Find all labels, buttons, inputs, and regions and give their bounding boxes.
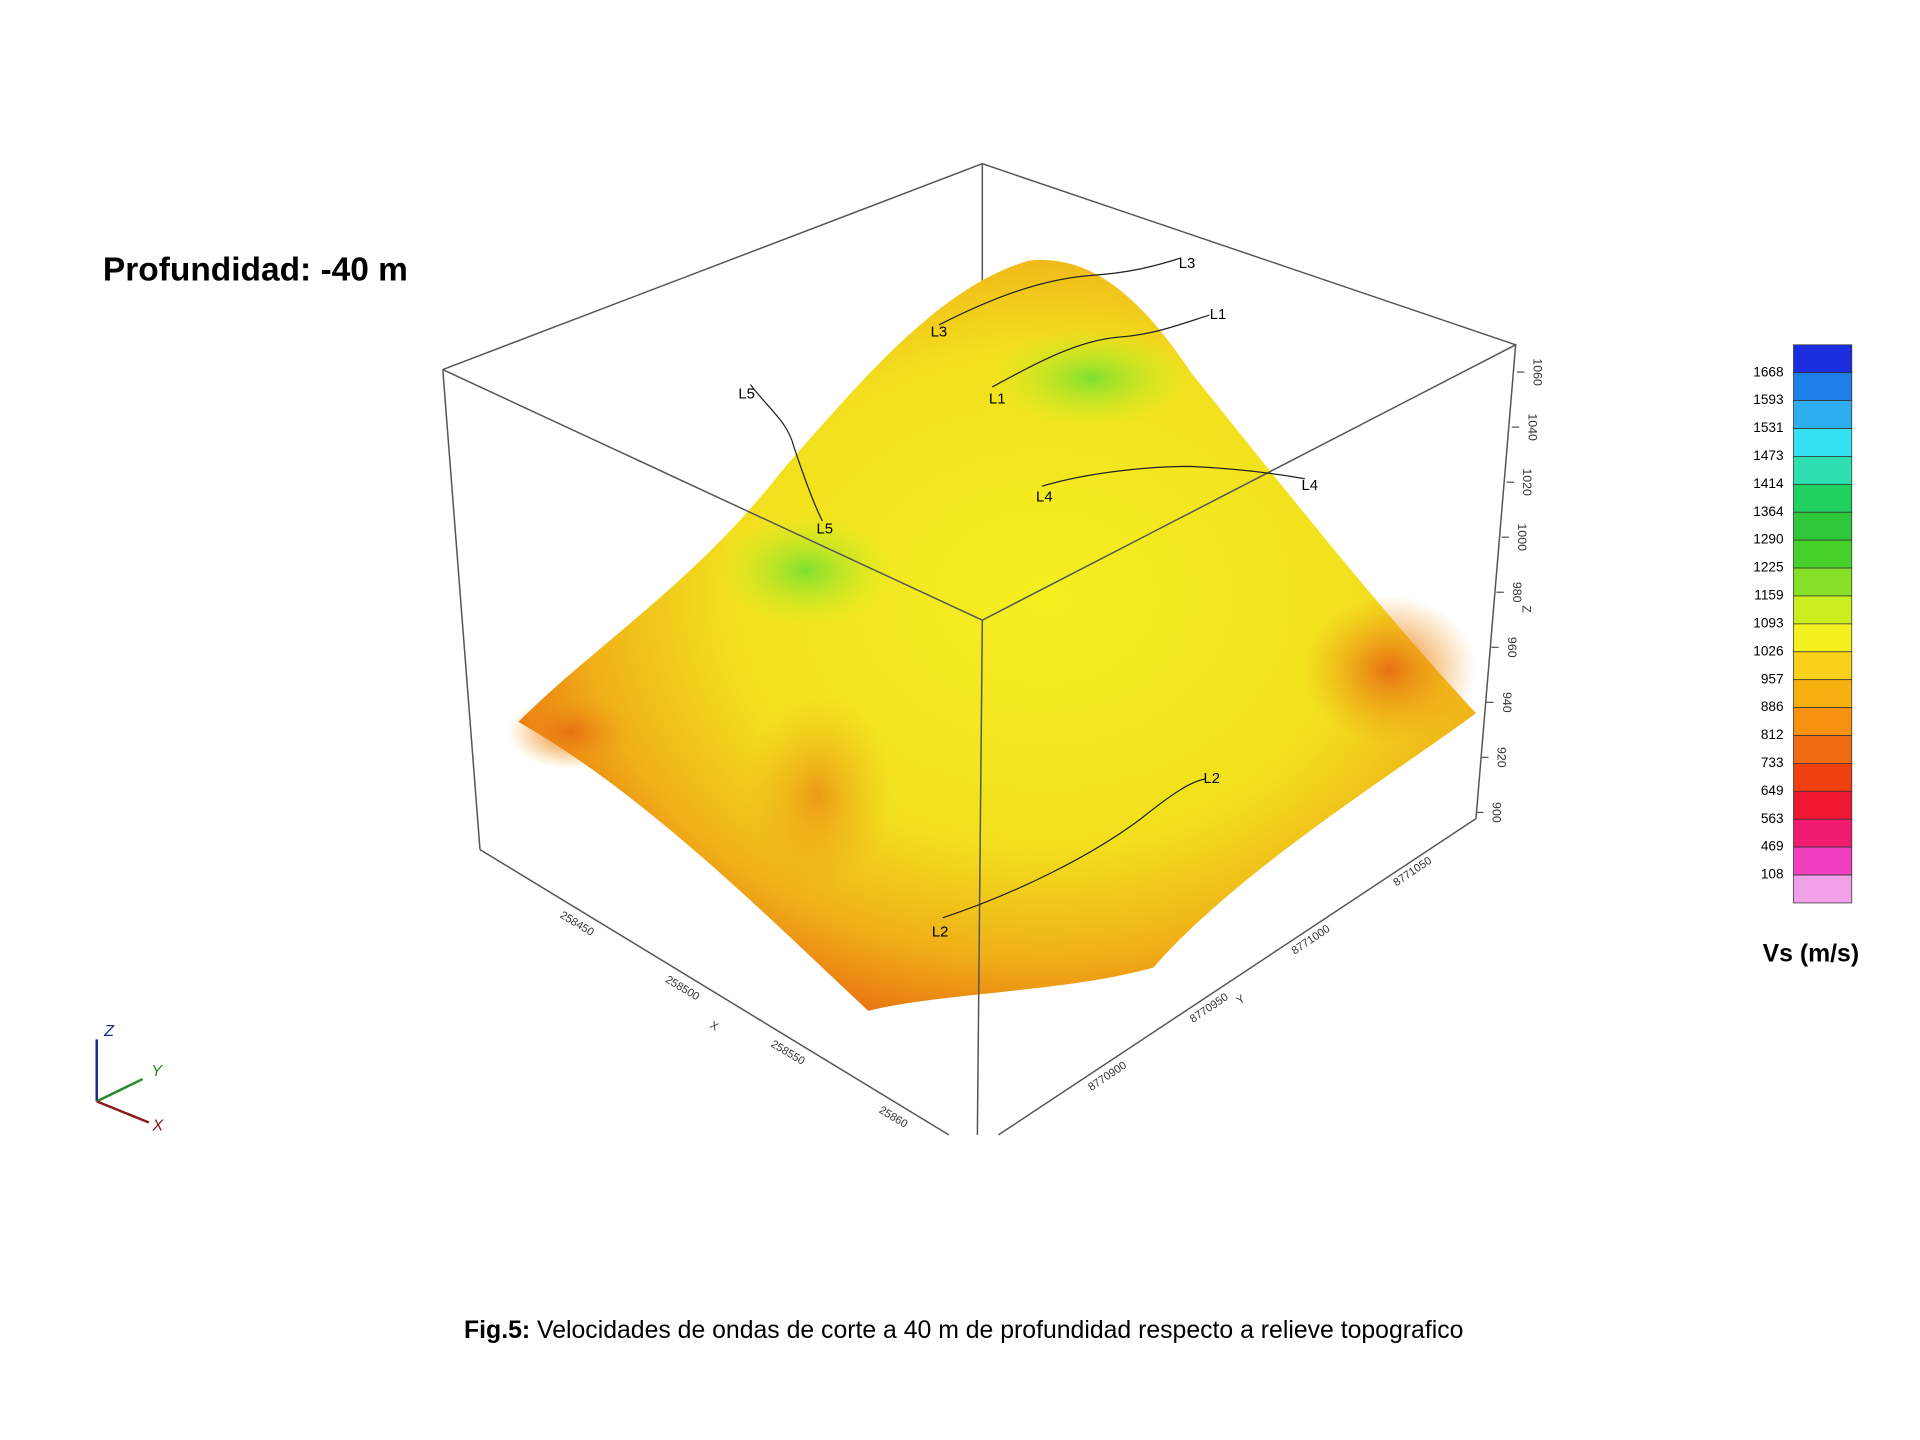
colorbar-band <box>1793 567 1853 597</box>
colorbar-tick-label: 1026 <box>1753 643 1783 658</box>
colorbar-tick-label: 1159 <box>1754 588 1783 603</box>
profile-lines <box>749 257 1305 919</box>
profile-label: L5 <box>817 522 834 538</box>
colorbar-tick-label: 957 <box>1761 671 1784 686</box>
z-axis-label: Z <box>1519 605 1533 613</box>
colorbar-tick-label: 469 <box>1761 839 1784 854</box>
profile-label: L5 <box>738 386 755 402</box>
colorbar-band <box>1793 539 1853 569</box>
colorbar-band <box>1793 790 1853 820</box>
triad-label: X <box>152 1116 165 1134</box>
colorbar-tick-label: 1414 <box>1753 476 1784 491</box>
z-tick-label: 1040 <box>1525 413 1539 441</box>
x-tick-label: 258550 <box>769 1038 807 1067</box>
profile-label: L3 <box>931 324 948 340</box>
box-front <box>442 343 1517 1136</box>
colorbar-tick-label: 108 <box>1761 867 1784 882</box>
colorbar-band <box>1793 735 1853 764</box>
z-axis: 900 920 940 960 980 1000 1020 1040 1060 Z <box>1475 358 1544 823</box>
colorbar-tick-label: 563 <box>1761 811 1784 826</box>
colorbar-band <box>1793 483 1853 513</box>
z-tick-label: 960 <box>1505 637 1519 658</box>
y-tick-label: 8770900 <box>1086 1059 1129 1093</box>
colorbar-label: Vs (m/s) <box>1763 941 1859 968</box>
colorbar-band <box>1793 400 1853 429</box>
colorbar-tick-label: 1225 <box>1753 560 1783 575</box>
profile-label: L1 <box>1210 307 1227 323</box>
profile-label: L1 <box>989 391 1006 407</box>
z-tick-label: 900 <box>1490 802 1504 823</box>
colorbar-band <box>1793 679 1853 708</box>
colorbar-tick-label: 649 <box>1761 783 1784 798</box>
colorbar-band <box>1793 511 1853 541</box>
colorbar-tick-label: 733 <box>1761 755 1784 770</box>
colorbar: 1668 1593 1531 1473 1414 1364 1290 1225 1159 1093… <box>1753 344 1853 904</box>
surface-patch <box>744 694 894 894</box>
x-tick-label: 258500 <box>663 974 701 1003</box>
z-tick-label: 920 <box>1495 747 1509 768</box>
colorbar-band <box>1793 763 1853 792</box>
colorbar-band <box>1793 818 1853 848</box>
colorbar-tick-label: 1290 <box>1753 532 1784 547</box>
x-axis-label: X <box>708 1019 721 1033</box>
surface-patch <box>1302 595 1476 745</box>
colorbar-band <box>1793 707 1853 736</box>
title: Profundidad: -40 m <box>103 251 408 288</box>
triad-label: Z <box>103 1022 115 1040</box>
profile-label: L3 <box>1179 256 1196 272</box>
colorbar-band <box>1793 846 1853 876</box>
colorbar-band <box>1793 456 1853 485</box>
caption: Fig.5: Velocidades de ondas de corte a 4… <box>464 1316 1463 1343</box>
z-tick-label: 1020 <box>1520 468 1534 496</box>
caption-text: Velocidades de ondas de corte a 40 m de … <box>530 1316 1463 1343</box>
colorbar-band <box>1793 344 1853 374</box>
colorbar-tick-label: 1593 <box>1753 392 1783 407</box>
triad: Z Y X <box>95 1022 165 1134</box>
profile-labels: L1 L1 L2 L2 L3 L3 L4 L4 L5 L5 <box>738 256 1318 941</box>
colorbar-tick-label: 1364 <box>1753 504 1784 519</box>
colorbar-band <box>1793 623 1853 653</box>
profile-label: L2 <box>1204 771 1221 787</box>
colorbar-band <box>1793 428 1853 457</box>
y-axis-label: Y <box>1234 993 1247 1007</box>
colorbar-band <box>1793 874 1853 904</box>
profile-label: L2 <box>932 925 949 941</box>
caption-label: Fig.5: <box>464 1316 530 1343</box>
colorbar-tick-label: 1531 <box>1753 420 1783 435</box>
x-tick-label: 258450 <box>558 909 596 938</box>
z-tick-label: 1060 <box>1530 358 1544 386</box>
profile-label: L4 <box>1036 489 1053 505</box>
colorbar-band <box>1793 651 1853 681</box>
z-tick-label: 1000 <box>1515 523 1529 551</box>
z-tick-label: 980 <box>1510 582 1524 603</box>
colorbar-band <box>1793 372 1853 401</box>
surface-patch <box>508 694 633 769</box>
colorbar-tick-label: 1473 <box>1753 448 1783 463</box>
profile-label: L4 <box>1301 478 1318 494</box>
colorbar-tick-label: 886 <box>1761 699 1784 714</box>
z-tick-label: 940 <box>1500 692 1514 713</box>
colorbar-tick-label: 1093 <box>1753 615 1783 630</box>
colorbar-tick-label: 1668 <box>1753 364 1783 379</box>
y-tick-label: 8770950 <box>1188 991 1231 1025</box>
triad-label: Y <box>151 1062 163 1080</box>
surface-patch <box>992 328 1191 428</box>
colorbar-band <box>1793 595 1853 625</box>
colorbar-tick-label: 812 <box>1761 727 1784 742</box>
surface-patch <box>719 514 894 627</box>
